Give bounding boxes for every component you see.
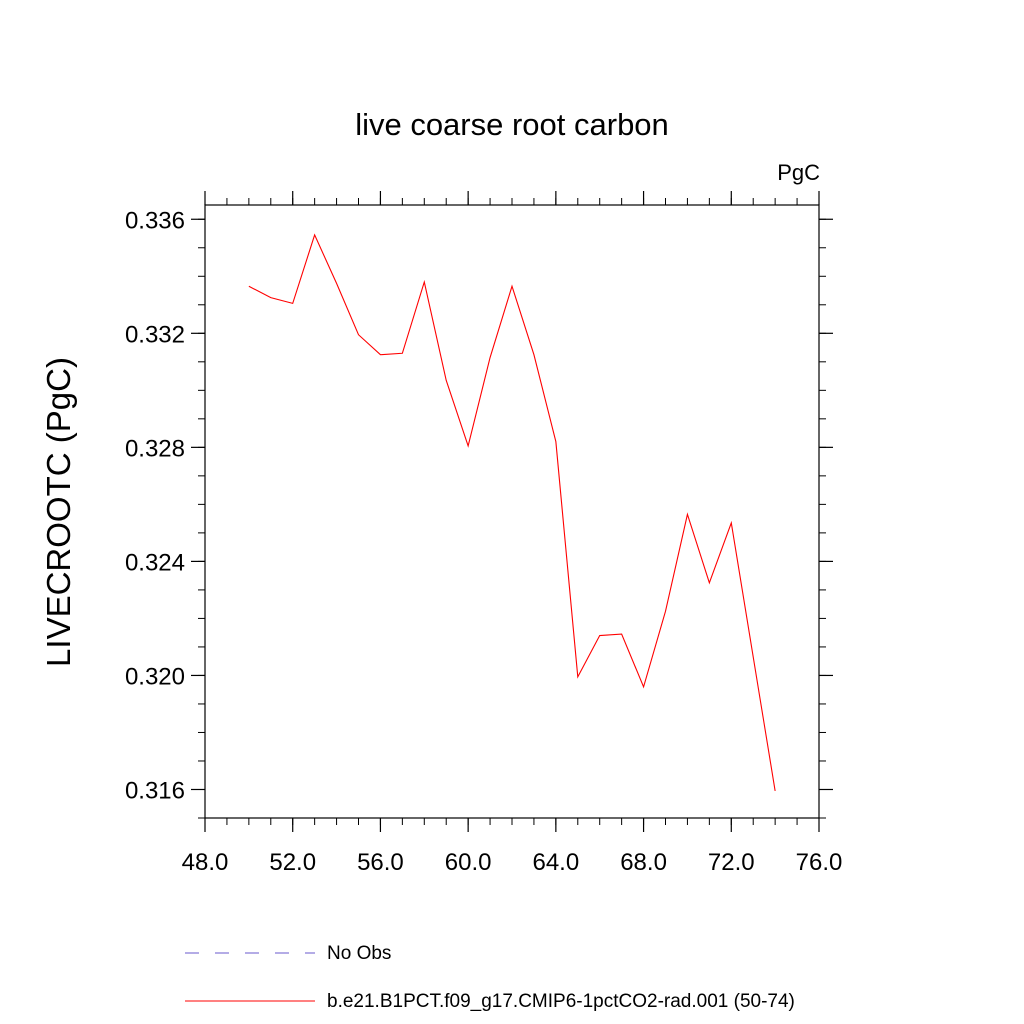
y-tick-label: 0.324	[125, 549, 185, 576]
x-tick-label: 56.0	[357, 849, 404, 876]
y-tick-label: 0.320	[125, 663, 185, 690]
legend: No Obs b.e21.B1PCT.f09_g17.CMIP6-1pctCO2…	[185, 943, 795, 1012]
chart-title: live coarse root carbon	[355, 107, 669, 142]
y-tick-label: 0.332	[125, 321, 185, 348]
x-tick-label: 60.0	[445, 849, 492, 876]
y-axis-label: LIVECROOTC (PgC)	[40, 357, 77, 667]
series-line-1	[248, 233, 776, 791]
x-tick-label: 48.0	[182, 849, 229, 876]
axis-ticks: 48.0 52.0 56.0 60.0 64.0 68.0 72.0 76.0 0.316 0.3…	[125, 191, 842, 876]
x-tick-label: 52.0	[269, 849, 316, 876]
x-tick-label: 68.0	[620, 849, 667, 876]
x-tick-label: 72.0	[708, 849, 755, 876]
units-label: PgC	[777, 160, 820, 185]
y-tick-label: 0.316	[125, 777, 185, 804]
y-tick-label: 0.336	[125, 207, 185, 234]
x-tick-label: 64.0	[532, 849, 579, 876]
x-tick-label: 76.0	[796, 849, 843, 876]
legend-label-model: b.e21.B1PCT.f09_g17.CMIP6-1pctCO2-rad.00…	[327, 991, 795, 1012]
series-layer	[248, 233, 776, 791]
y-tick-label: 0.328	[125, 435, 185, 462]
legend-label-no-obs: No Obs	[327, 943, 391, 964]
plot-frame	[204, 204, 820, 819]
